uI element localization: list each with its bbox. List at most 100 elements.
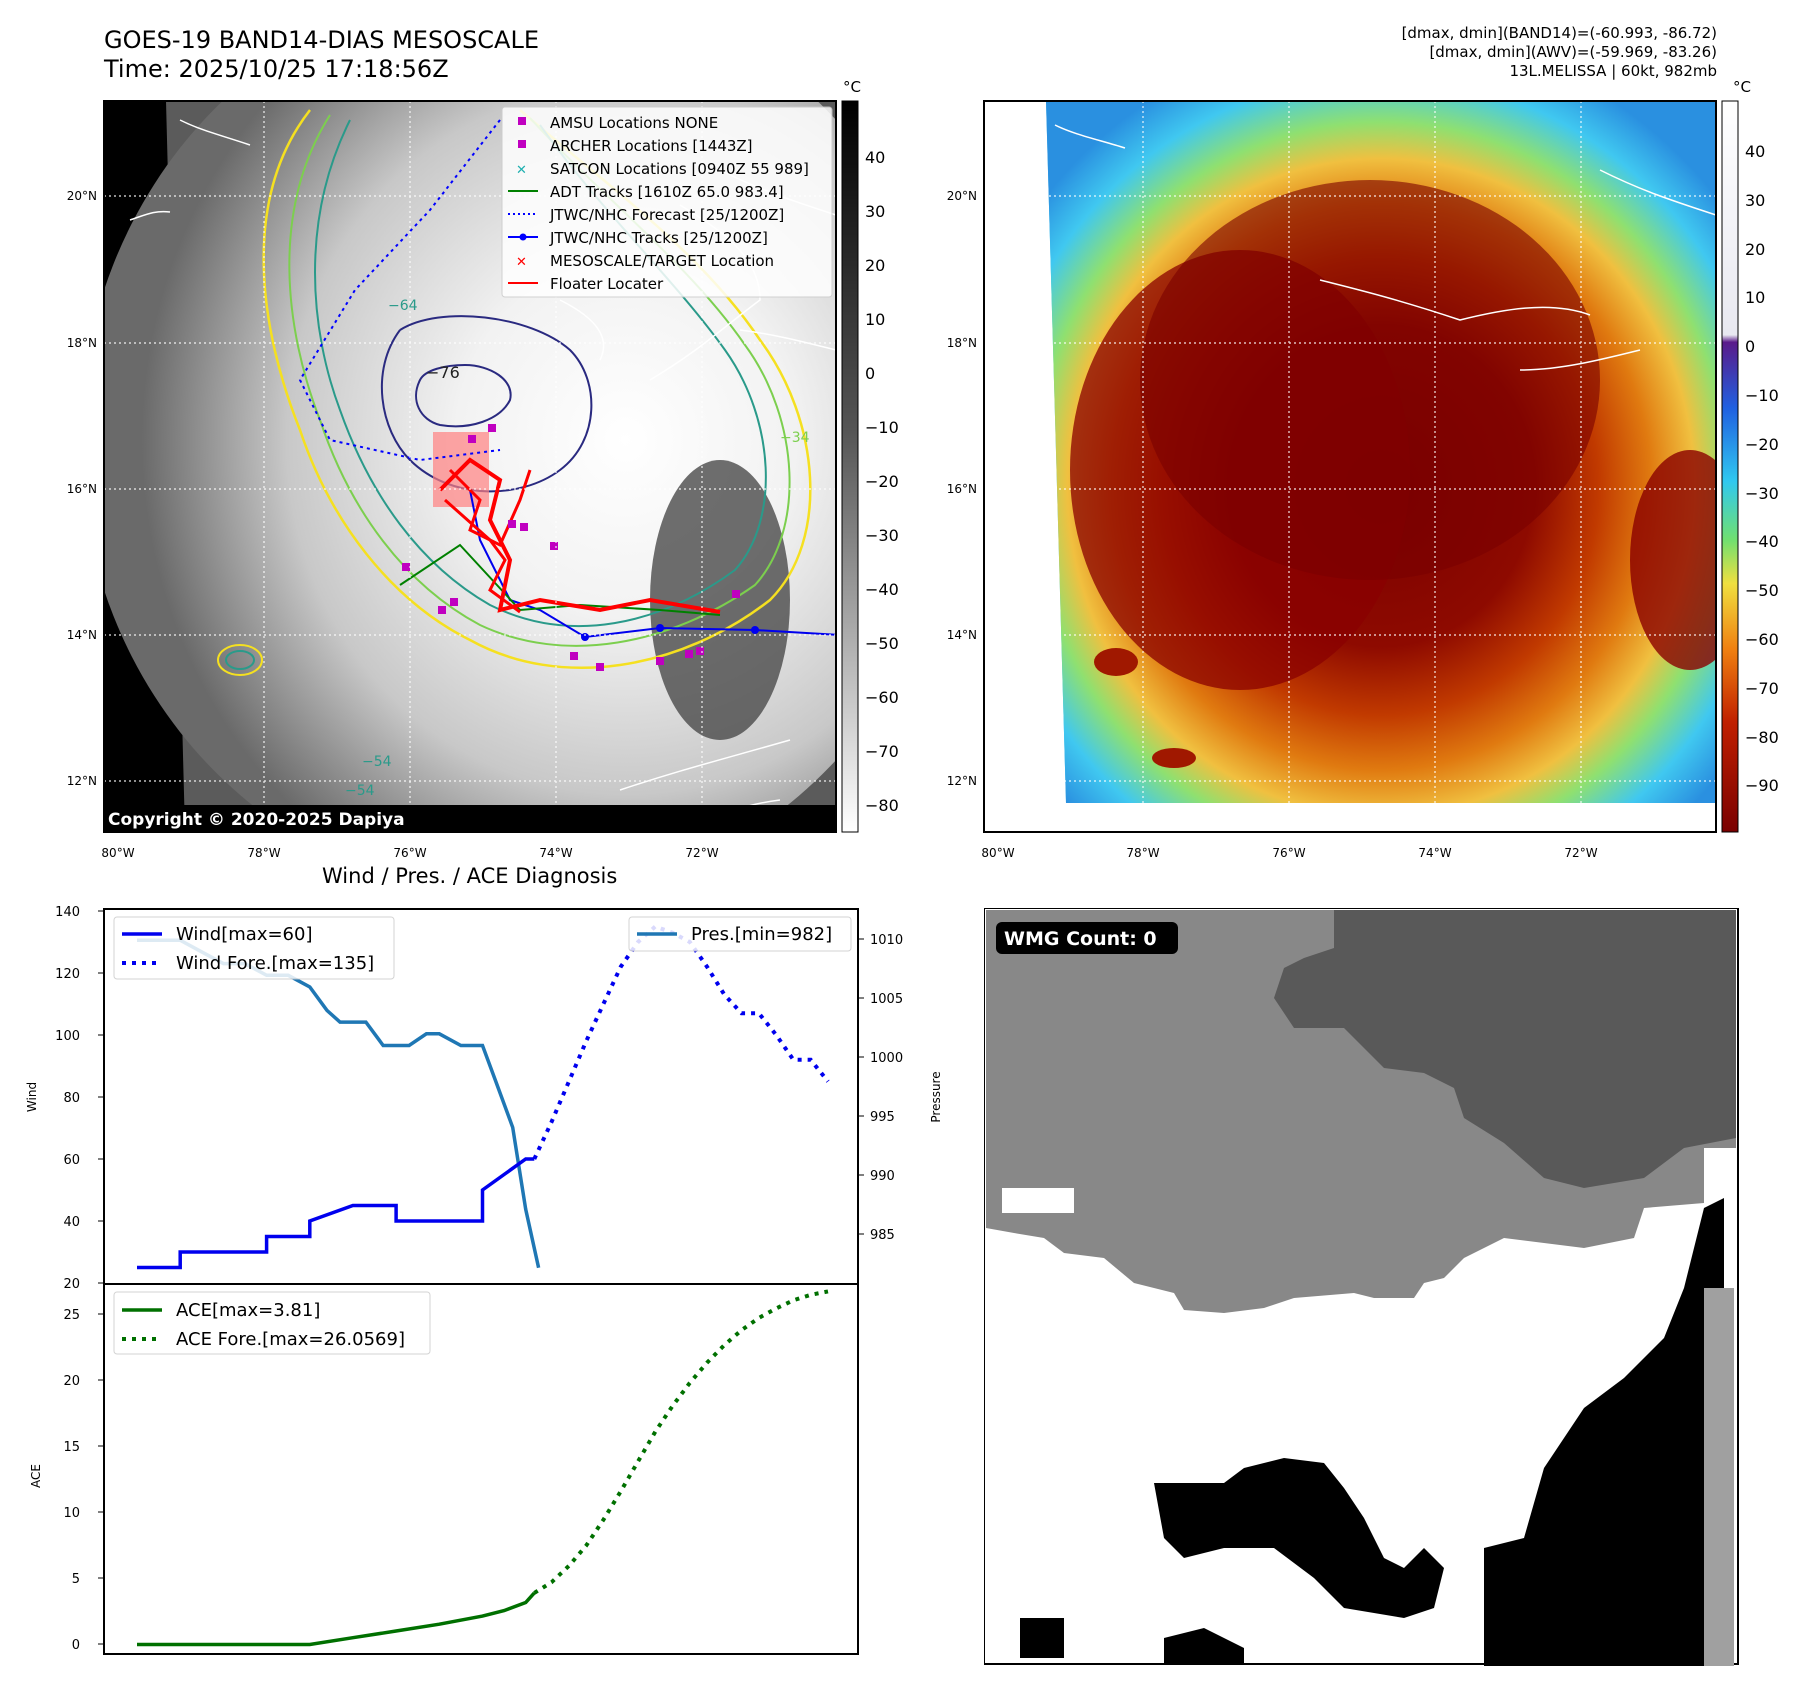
colorbar-tick: 10: [1745, 288, 1765, 307]
right-map-imagery: [984, 101, 1716, 832]
colorbar-tick: 30: [1745, 191, 1765, 210]
wind-y-tick: 80: [63, 1091, 80, 1106]
left-map-panel: −76 −64 −54 −54 −34 Copyright © 2020-202…: [67, 78, 899, 860]
legend-marker-archer: [518, 140, 526, 148]
lat-tick: 12°N: [67, 774, 97, 788]
lat-tick: 14°N: [67, 628, 97, 642]
colorbar-tick: −60: [1745, 630, 1779, 649]
ace-legend: ACE[max=3.81] ACE Fore.[max=26.0569]: [113, 1291, 431, 1355]
legend-entry: Floater Locater: [550, 275, 664, 293]
wmg-panel: WMG Count: 0: [984, 908, 1739, 1666]
contour-label: −54: [345, 783, 375, 799]
colorbar-tick: 30: [865, 202, 885, 221]
lon-tick: 78°W: [1126, 846, 1159, 860]
pressure-y-tick: 990: [870, 1169, 895, 1184]
wmg-count-badge: [996, 922, 1178, 954]
ace-y-tick: 15: [63, 1440, 80, 1455]
legend-entry: Wind Fore.[max=135]: [176, 953, 374, 974]
right-colorbar: °C 40 30 20 10 0 −10 −20 −30 −40 −50 −60…: [1721, 78, 1779, 833]
lon-tick: 76°W: [1272, 846, 1305, 860]
wind-y-tick: 40: [63, 1215, 80, 1230]
info-awv-range: [dmax, dmin](AWV)=(-59.969, -83.26): [1429, 43, 1717, 61]
colorbar-tick: −70: [865, 742, 899, 761]
lon-tick: 72°W: [1564, 846, 1597, 860]
series-wind: [137, 1157, 535, 1270]
colorbar-tick: −40: [1745, 532, 1779, 551]
series-ace-forecast: [533, 1289, 829, 1595]
colorbar-tick: −30: [1745, 484, 1779, 503]
lat-tick: 18°N: [947, 336, 977, 350]
diagnosis-chart: 140 120 100 80 60 40 20 Wind 1010 1005 1…: [25, 905, 943, 1655]
copyright: Copyright © 2020-2025 Dapiya: [108, 810, 405, 830]
pressure-y-tick: 995: [870, 1110, 895, 1125]
lon-tick: 72°W: [685, 846, 718, 860]
colorbar-tick: −50: [1745, 581, 1779, 600]
legend-entry: Pres.[min=982]: [691, 924, 832, 945]
legend-entry: ACE Fore.[max=26.0569]: [176, 1329, 405, 1350]
colorbar-tick: 40: [1745, 142, 1765, 161]
wmg-count: WMG Count: 0: [1004, 928, 1157, 950]
colorbar-tick: −20: [865, 472, 899, 491]
wind-legend: Wind[max=60] Wind Fore.[max=135]: [113, 916, 395, 980]
legend-entry: ADT Tracks [1610Z 65.0 983.4]: [550, 183, 784, 201]
legend-entry: Wind[max=60]: [176, 924, 313, 945]
colorbar-tick: −80: [865, 796, 899, 815]
lon-tick: 80°W: [101, 846, 134, 860]
lat-tick: 14°N: [947, 628, 977, 642]
ace-y-tick: 0: [72, 1638, 80, 1653]
contour-label: −54: [362, 754, 392, 770]
ace-y-tick: 5: [72, 1572, 80, 1587]
wind-axis-label: Wind: [25, 1082, 39, 1112]
ace-y-tick: 25: [63, 1308, 80, 1323]
pressure-y-tick: 1005: [870, 992, 903, 1007]
lat-tick: 16°N: [67, 482, 97, 496]
ace-y-tick: 10: [63, 1506, 80, 1521]
ace-axis-label: ACE: [29, 1464, 43, 1488]
diagnosis-title: Wind / Pres. / ACE Diagnosis: [322, 864, 618, 888]
wind-y-tick: 120: [55, 967, 80, 982]
wind-y-tick: 100: [55, 1029, 80, 1044]
lon-tick: 74°W: [539, 846, 572, 860]
colorbar-tick: −40: [865, 580, 899, 599]
right-map-panel: 20°N 18°N 16°N 14°N 12°N 80°W 78°W 76°W …: [947, 78, 1779, 860]
colorbar-tick: −30: [865, 526, 899, 545]
colorbar-tick: −60: [865, 688, 899, 707]
info-storm: 13L.MELISSA | 60kt, 982mb: [1509, 62, 1717, 80]
colorbar-unit: °C: [1733, 78, 1751, 96]
lat-tick: 20°N: [67, 189, 97, 203]
contour-label: −76: [426, 363, 460, 382]
pressure-axis-label: Pressure: [929, 1071, 943, 1122]
colorbar-tick: −10: [865, 418, 899, 437]
series-ace: [137, 1591, 536, 1647]
contour-label: −64: [388, 298, 418, 314]
colorbar-unit: °C: [843, 78, 861, 96]
wind-y-tick: 20: [63, 1277, 80, 1292]
pressure-y-tick: 1000: [870, 1051, 903, 1066]
colorbar-tick: −70: [1745, 679, 1779, 698]
plot-title: GOES-19 BAND14-DIAS MESOSCALE: [104, 26, 540, 54]
lon-tick: 76°W: [393, 846, 426, 860]
legend-entry: MESOSCALE/TARGET Location: [550, 252, 774, 270]
colorbar-tick: 0: [865, 364, 875, 383]
colorbar-tick: 20: [865, 256, 885, 275]
lat-tick: 12°N: [947, 774, 977, 788]
left-colorbar: °C 40 30 20 10 0 −10 −20 −30 −40 −50 −60…: [841, 78, 899, 833]
legend-entry: JTWC/NHC Tracks [25/1200Z]: [549, 229, 768, 247]
legend-marker-amsu: [518, 117, 526, 125]
legend-entry: JTWC/NHC Forecast [25/1200Z]: [549, 206, 784, 224]
lat-tick: 18°N: [67, 336, 97, 350]
colorbar-tick: −80: [1745, 728, 1779, 747]
info-band14-range: [dmax, dmin](BAND14)=(-60.993, -86.72): [1401, 24, 1717, 42]
legend-entry: ARCHER Locations [1443Z]: [550, 137, 753, 155]
pressure-y-tick: 985: [870, 1228, 895, 1243]
legend-entry: SATCON Locations [0940Z 55 989]: [550, 160, 809, 178]
lat-tick: 16°N: [947, 482, 977, 496]
legend-marker-target: ✕: [516, 255, 527, 270]
legend-marker-satcon: ✕: [516, 163, 527, 178]
colorbar-tick: 10: [865, 310, 885, 329]
colorbar-tick: 0: [1745, 337, 1755, 356]
legend-entry: AMSU Locations NONE: [550, 114, 718, 132]
colorbar-tick: −20: [1745, 435, 1779, 454]
colorbar-tick: −50: [865, 634, 899, 653]
colorbar-tick: 20: [1745, 240, 1765, 259]
